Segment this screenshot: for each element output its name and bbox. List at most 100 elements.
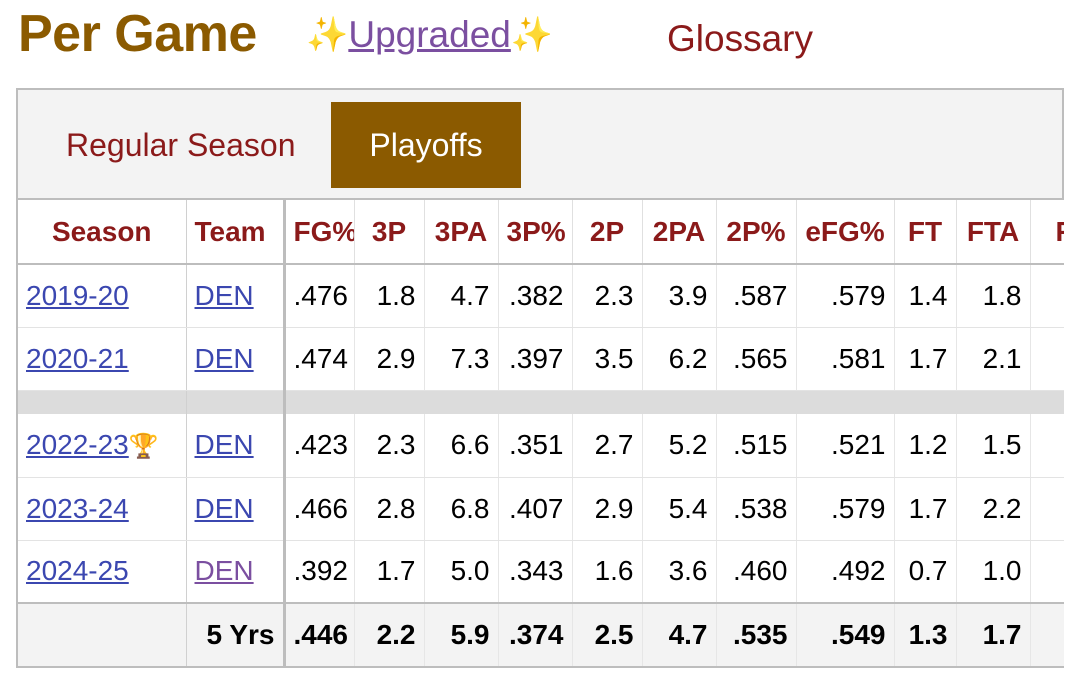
team-link[interactable]: DEN bbox=[194, 342, 254, 374]
stat-cell-efg-pct: .492 bbox=[796, 540, 895, 604]
total-cell-2p: 2.5 bbox=[572, 602, 643, 666]
upgraded-link[interactable]: Upgraded bbox=[348, 14, 511, 55]
column-header-fta[interactable]: FTA bbox=[956, 200, 1031, 265]
tab-playoffs[interactable]: Playoffs bbox=[331, 102, 521, 188]
stat-cell-ft: 1.7 bbox=[894, 477, 957, 541]
stat-cell-2p: 3.5 bbox=[572, 327, 643, 391]
team-link[interactable]: DEN bbox=[194, 555, 254, 587]
total-season-cell bbox=[18, 602, 187, 666]
team-cell: DEN bbox=[186, 540, 286, 604]
glossary-link[interactable]: Glossary bbox=[667, 18, 813, 59]
season-link[interactable]: 2019-20 bbox=[26, 279, 129, 311]
season-link[interactable]: 2024-25 bbox=[26, 555, 129, 587]
stat-cell-3pa: 6.8 bbox=[424, 477, 499, 541]
season-cell: 2020-21 bbox=[18, 327, 187, 391]
season-link[interactable]: 2023-24 bbox=[26, 492, 129, 524]
stat-cell-fta: 1.5 bbox=[956, 414, 1031, 478]
stat-cell-fg-pct: .476 bbox=[284, 264, 355, 328]
career-total-row: 5 Yrs.4462.25.9.3742.54.7.535.5491.31.7.… bbox=[18, 602, 1064, 666]
spacer-cell bbox=[716, 390, 796, 414]
stat-cell-ft: 0.7 bbox=[894, 540, 957, 604]
per-game-table-container[interactable]: SeasonTeamFG%3P3PA3P%2P2PA2P%eFG%FTFTAF … bbox=[16, 200, 1064, 668]
season-link[interactable]: 2020-21 bbox=[26, 342, 129, 374]
stat-cell-3p: 1.7 bbox=[354, 540, 425, 604]
stat-cell-2pa: 5.4 bbox=[642, 477, 717, 541]
stat-cell-3p: 2.8 bbox=[354, 477, 425, 541]
stat-cell-2pa: 3.9 bbox=[642, 264, 717, 328]
total-cell-ft: 1.3 bbox=[894, 602, 957, 666]
stat-cell-2p-pct: .538 bbox=[716, 477, 797, 541]
tab-regular-season[interactable]: Regular Season bbox=[66, 126, 296, 163]
spacer-cell bbox=[498, 390, 572, 414]
column-header-ft[interactable]: FT bbox=[894, 200, 957, 265]
stat-cell-ft-pct: .7 bbox=[1030, 477, 1064, 541]
column-header-2p[interactable]: 2P bbox=[572, 200, 643, 265]
stat-cell-ft-pct: .7 bbox=[1030, 264, 1064, 328]
page-header: Per Game ✨ Upgraded ✨ Glossary bbox=[0, 0, 1080, 80]
stat-cell-2p-pct: .460 bbox=[716, 540, 797, 604]
stat-cell-2p-pct: .565 bbox=[716, 327, 797, 391]
team-cell: DEN bbox=[186, 327, 286, 391]
spacer-cell bbox=[354, 390, 424, 414]
stat-cell-3pa: 6.6 bbox=[424, 414, 499, 478]
spacer-cell bbox=[284, 390, 354, 414]
stat-cell-fta: 1.0 bbox=[956, 540, 1031, 604]
stat-cell-ft: 1.7 bbox=[894, 327, 957, 391]
total-cell-fg-pct: .446 bbox=[284, 602, 355, 666]
table-row: 2019-20 DEN .476 1.8 4.7.382 2.3 3.9.587.579 1.… bbox=[18, 264, 1064, 328]
team-cell: DEN bbox=[186, 264, 286, 328]
spacer-cell bbox=[186, 390, 286, 414]
table-row: 2024-25 DEN .392 1.7 5.0.343 1.6 3.6.460.492 0.… bbox=[18, 540, 1064, 604]
stat-cell-2p: 1.6 bbox=[572, 540, 643, 604]
stat-cell-3p: 1.8 bbox=[354, 264, 425, 328]
spacer-cell bbox=[796, 390, 894, 414]
column-header-efg-pct[interactable]: eFG% bbox=[796, 200, 895, 265]
spacer-cell bbox=[18, 390, 187, 414]
stat-cell-3pa: 4.7 bbox=[424, 264, 499, 328]
column-header-3p[interactable]: 3P bbox=[354, 200, 425, 265]
column-header-3pa[interactable]: 3PA bbox=[424, 200, 499, 265]
team-link[interactable]: DEN bbox=[194, 279, 254, 311]
table-row: 2020-21 DEN .474 2.9 7.3.397 3.5 6.2.565.581 1.… bbox=[18, 327, 1064, 391]
stat-cell-fg-pct: .423 bbox=[284, 414, 355, 478]
table-row: 2022-23🏆 DEN .423 2.3 6.6.351 2.7 5.2.515.521 1… bbox=[18, 414, 1064, 478]
season-cell: 2023-24 bbox=[18, 477, 187, 541]
team-cell: DEN bbox=[186, 477, 286, 541]
stat-cell-efg-pct: .581 bbox=[796, 327, 895, 391]
sparkle-icon: ✨ bbox=[306, 16, 349, 54]
stat-cell-3p: 2.3 bbox=[354, 414, 425, 478]
total-cell-3p-pct: .374 bbox=[498, 602, 573, 666]
stat-cell-ft: 1.2 bbox=[894, 414, 957, 478]
spacer-cell bbox=[424, 390, 498, 414]
season-cell: 2022-23🏆 bbox=[18, 414, 187, 478]
stat-cell-fg-pct: .466 bbox=[284, 477, 355, 541]
column-header-3p-pct[interactable]: 3P% bbox=[498, 200, 573, 265]
total-cell-fta: 1.7 bbox=[956, 602, 1031, 666]
page-title: Per Game bbox=[18, 5, 257, 63]
stat-cell-efg-pct: .579 bbox=[796, 264, 895, 328]
team-cell: DEN bbox=[186, 414, 286, 478]
column-header-2pa[interactable]: 2PA bbox=[642, 200, 717, 265]
total-cell-2p-pct: .535 bbox=[716, 602, 797, 666]
stat-cell-fta: 2.2 bbox=[956, 477, 1031, 541]
column-header-team[interactable]: Team bbox=[186, 200, 286, 265]
column-header-season[interactable]: Season bbox=[18, 200, 187, 265]
total-cell-2pa: 4.7 bbox=[642, 602, 717, 666]
stat-cell-2p-pct: .587 bbox=[716, 264, 797, 328]
stat-cell-2p: 2.9 bbox=[572, 477, 643, 541]
column-header-ft-pct[interactable]: F bbox=[1030, 200, 1064, 265]
stat-cell-2p: 2.3 bbox=[572, 264, 643, 328]
stat-cell-3pa: 5.0 bbox=[424, 540, 499, 604]
spacer-cell bbox=[894, 390, 956, 414]
team-link[interactable]: DEN bbox=[194, 492, 254, 524]
column-header-fg-pct[interactable]: FG% bbox=[284, 200, 355, 265]
team-link[interactable]: DEN bbox=[194, 429, 254, 461]
stat-cell-efg-pct: .521 bbox=[796, 414, 895, 478]
stat-cell-fg-pct: .392 bbox=[284, 540, 355, 604]
upgraded-badge[interactable]: ✨ Upgraded ✨ bbox=[306, 14, 553, 56]
stat-cell-2pa: 5.2 bbox=[642, 414, 717, 478]
season-type-tabs: Regular Season Playoffs bbox=[16, 88, 1064, 200]
column-header-2p-pct[interactable]: 2P% bbox=[716, 200, 797, 265]
season-link[interactable]: 2022-23 bbox=[26, 429, 129, 461]
